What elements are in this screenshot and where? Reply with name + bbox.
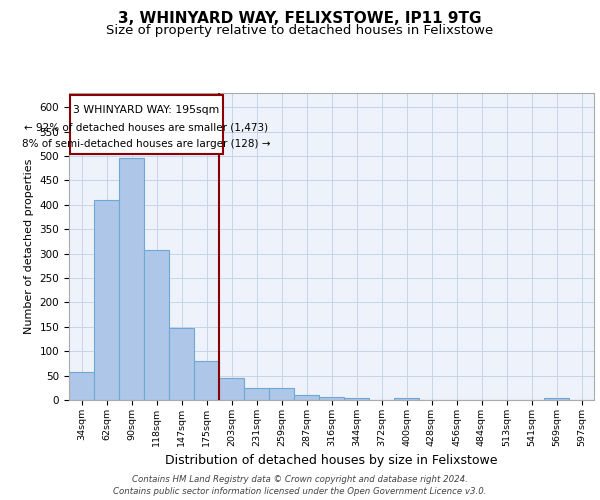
- Text: Size of property relative to detached houses in Felixstowe: Size of property relative to detached ho…: [106, 24, 494, 37]
- Bar: [94, 200, 119, 400]
- Bar: [294, 395, 319, 400]
- Bar: [269, 388, 294, 400]
- Text: 3 WHINYARD WAY: 195sqm: 3 WHINYARD WAY: 195sqm: [73, 105, 220, 115]
- Bar: [344, 398, 369, 400]
- Bar: [194, 361, 219, 400]
- Bar: [169, 328, 194, 400]
- X-axis label: Distribution of detached houses by size in Felixstowe: Distribution of detached houses by size …: [165, 454, 498, 468]
- Bar: [219, 378, 244, 400]
- Bar: [69, 372, 94, 400]
- Bar: [244, 388, 269, 400]
- Y-axis label: Number of detached properties: Number of detached properties: [24, 158, 34, 334]
- Bar: [394, 398, 419, 400]
- Bar: [544, 398, 569, 400]
- Text: ← 92% of detached houses are smaller (1,473): ← 92% of detached houses are smaller (1,…: [25, 122, 269, 132]
- Text: 8% of semi-detached houses are larger (128) →: 8% of semi-detached houses are larger (1…: [22, 139, 271, 149]
- Bar: [119, 158, 144, 400]
- Text: Contains HM Land Registry data © Crown copyright and database right 2024.
Contai: Contains HM Land Registry data © Crown c…: [113, 474, 487, 496]
- Bar: [144, 250, 169, 400]
- FancyBboxPatch shape: [70, 95, 223, 154]
- Bar: [319, 396, 344, 400]
- Text: 3, WHINYARD WAY, FELIXSTOWE, IP11 9TG: 3, WHINYARD WAY, FELIXSTOWE, IP11 9TG: [118, 11, 482, 26]
